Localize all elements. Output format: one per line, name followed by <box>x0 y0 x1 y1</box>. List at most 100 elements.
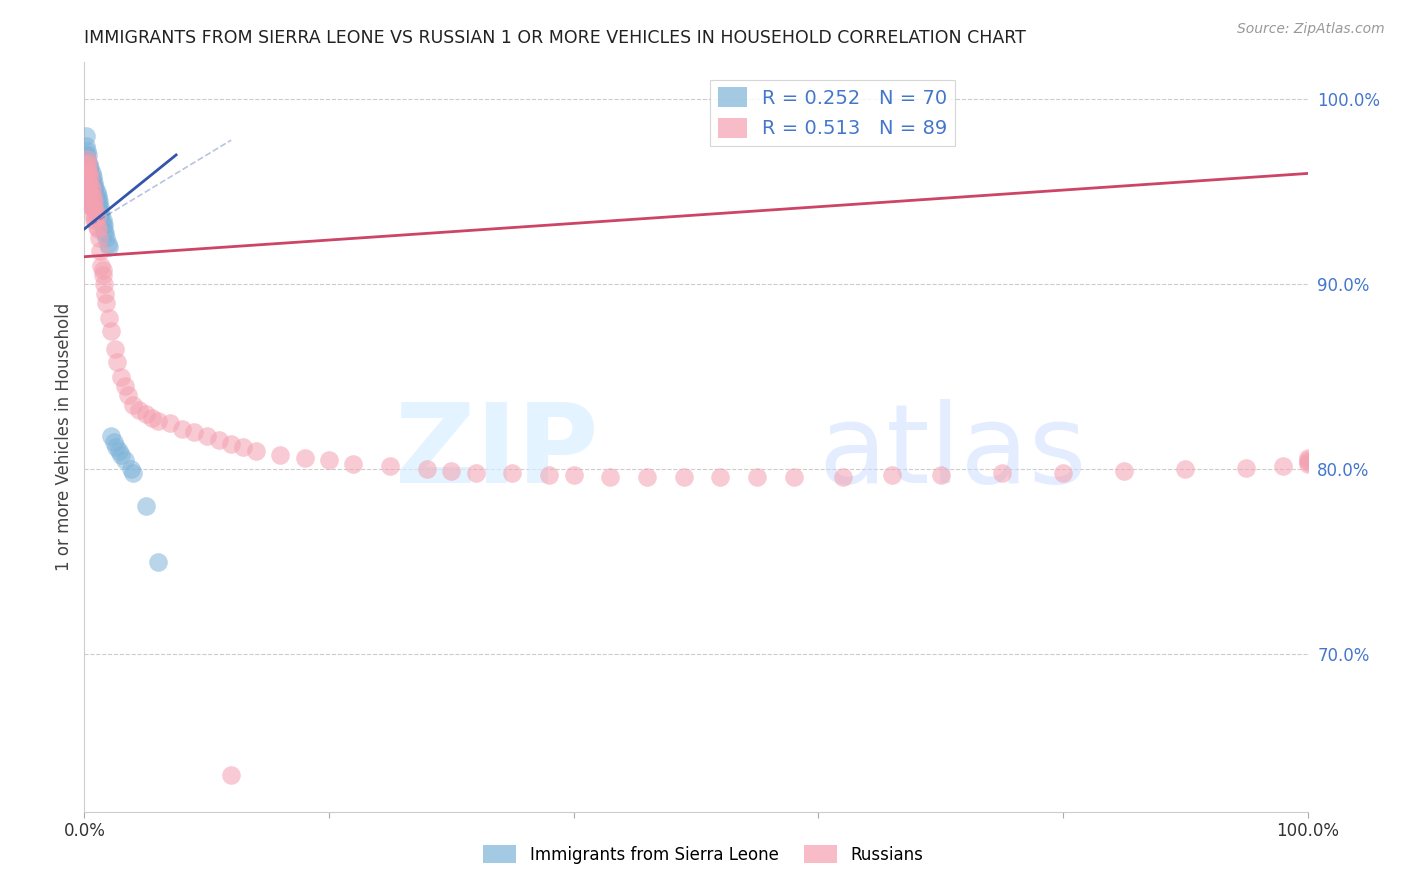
Point <box>80 178 103 192</box>
Point <box>77 176 100 190</box>
Point <box>880 468 903 483</box>
Point <box>97 240 120 254</box>
Legend: R = 0.252   N = 70, R = 0.513   N = 89: R = 0.252 N = 70, R = 0.513 N = 89 <box>710 79 955 146</box>
Point <box>84 212 107 227</box>
Point <box>84 188 107 202</box>
Point <box>87 200 110 214</box>
Point <box>135 500 157 514</box>
Point <box>929 468 952 483</box>
Point <box>747 470 769 484</box>
Point <box>89 200 111 214</box>
Point <box>77 166 100 180</box>
Point <box>84 203 107 218</box>
Point <box>82 188 104 202</box>
Point <box>991 466 1014 480</box>
Point <box>100 324 122 338</box>
Point <box>79 161 101 175</box>
Point <box>82 181 104 195</box>
Point <box>79 190 101 204</box>
Point <box>82 194 104 209</box>
Point <box>79 172 101 186</box>
Point <box>80 185 103 199</box>
Point <box>83 212 105 227</box>
Point <box>77 170 100 185</box>
Point <box>75 148 97 162</box>
Point <box>77 157 100 171</box>
Point <box>183 425 205 440</box>
Point <box>75 129 97 144</box>
Point <box>440 464 463 478</box>
Point <box>91 212 114 227</box>
Point <box>219 436 242 450</box>
Point <box>195 429 218 443</box>
Y-axis label: 1 or more Vehicles in Household: 1 or more Vehicles in Household <box>55 303 73 571</box>
Point <box>86 196 108 211</box>
Point <box>1052 466 1074 480</box>
Point <box>84 181 107 195</box>
Point <box>87 222 110 236</box>
Point <box>77 166 100 180</box>
Point <box>76 152 98 166</box>
Point <box>709 470 731 484</box>
Point <box>91 268 114 283</box>
Point <box>77 162 100 177</box>
Point <box>89 207 111 221</box>
Point <box>232 440 254 454</box>
Point <box>80 181 103 195</box>
Point <box>1296 453 1319 467</box>
Point <box>87 200 110 214</box>
Point <box>86 211 108 225</box>
Legend: Immigrants from Sierra Leone, Russians: Immigrants from Sierra Leone, Russians <box>477 838 929 871</box>
Point <box>105 440 128 454</box>
Point <box>146 555 169 569</box>
Point <box>86 203 108 218</box>
Point <box>76 170 98 185</box>
Point <box>77 176 100 190</box>
Point <box>90 212 112 227</box>
Point <box>76 145 98 159</box>
Point <box>159 416 181 430</box>
Point <box>80 190 103 204</box>
Point <box>107 444 129 458</box>
Point <box>80 190 103 204</box>
Point <box>97 310 120 325</box>
Point <box>80 166 103 180</box>
Point <box>135 407 157 421</box>
Point <box>97 236 120 251</box>
Point <box>294 451 316 466</box>
Point <box>114 453 136 467</box>
Point <box>93 224 115 238</box>
Point <box>1114 464 1136 478</box>
Point <box>783 470 806 484</box>
Point <box>79 179 101 194</box>
Point <box>87 194 110 209</box>
Text: ZIP: ZIP <box>395 399 598 506</box>
Point <box>82 207 104 221</box>
Point <box>77 157 100 171</box>
Point <box>82 176 104 190</box>
Point <box>93 277 115 292</box>
Point <box>82 198 104 212</box>
Point <box>75 166 97 180</box>
Point <box>86 185 108 199</box>
Point <box>672 470 695 484</box>
Point <box>122 398 145 412</box>
Point <box>94 226 117 240</box>
Point <box>599 470 621 484</box>
Point <box>245 444 267 458</box>
Point <box>538 468 561 483</box>
Point <box>77 170 100 185</box>
Point <box>120 462 142 476</box>
Point <box>82 188 104 202</box>
Point <box>79 166 101 180</box>
Point <box>380 458 402 473</box>
Point <box>93 219 115 233</box>
Text: Source: ZipAtlas.com: Source: ZipAtlas.com <box>1237 22 1385 37</box>
Point <box>83 194 105 209</box>
Point <box>219 768 242 782</box>
Point <box>94 286 117 301</box>
Point <box>502 466 524 480</box>
Point <box>91 262 114 277</box>
Point <box>562 468 585 483</box>
Point <box>1174 462 1197 476</box>
